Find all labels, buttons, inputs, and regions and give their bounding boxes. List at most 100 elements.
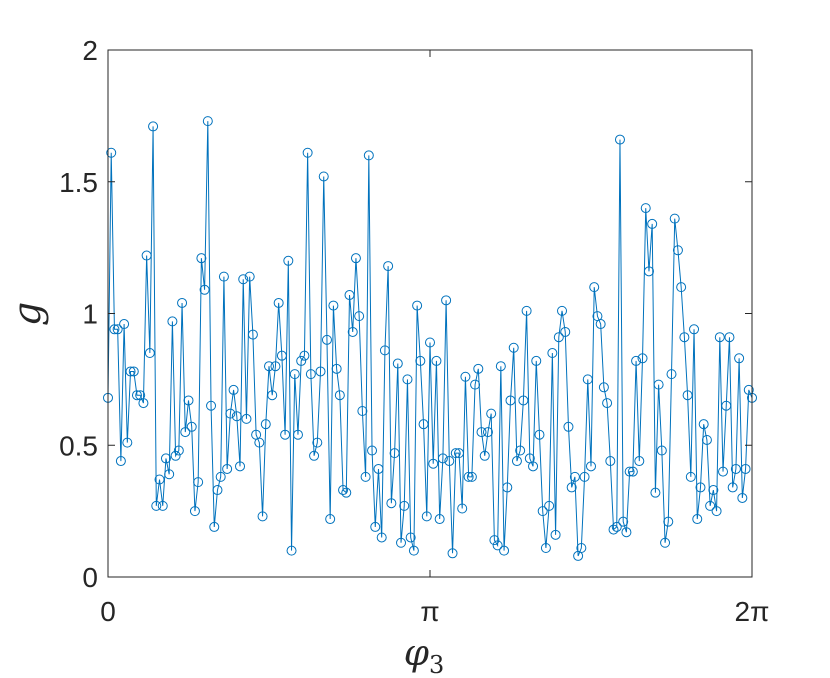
data-point [338,485,349,496]
data-point [199,284,210,295]
data-point [486,408,497,419]
data-point [666,369,677,380]
data-point [334,390,345,401]
data-point [119,319,130,330]
data-point [721,400,732,411]
data-point [495,361,506,372]
data-point [553,332,564,343]
data-point [173,445,184,456]
data-point [515,445,526,456]
data-point [164,469,175,480]
data-point [170,450,181,461]
data-point [547,348,558,359]
data-point [711,506,722,517]
data-point [247,329,258,340]
data-point [238,274,249,285]
data-point [569,471,580,482]
data-point [270,361,281,372]
data-point [502,482,513,493]
data-point [106,147,117,158]
data-point [183,395,194,406]
y-tick-label: 0.5 [59,430,98,461]
data-point [289,369,300,380]
data-point [605,456,616,467]
data-point [299,350,310,361]
data-point [347,326,358,337]
data-point [566,482,577,493]
data-point [148,121,159,132]
data-point [292,429,303,440]
data-point [209,521,220,532]
data-point [627,466,638,477]
data-point [537,506,548,517]
data-point [154,474,165,485]
data-point [643,266,654,277]
data-point [518,395,529,406]
data-point [302,147,313,158]
data-point [653,379,664,390]
data-point [405,532,416,543]
data-point [386,498,397,509]
data-point [315,366,326,377]
data-point [399,500,410,511]
data-point [115,456,126,467]
data-point [151,500,162,511]
data-point [492,540,503,551]
data-point [621,527,632,538]
data-point [112,324,123,335]
data-point [557,305,568,316]
data-point [634,456,645,467]
data-point [453,448,464,459]
data-point [376,532,387,543]
data-point [280,429,291,440]
data-point [447,548,458,559]
data-point [128,366,139,377]
data-point [392,358,403,369]
data-point [692,514,703,525]
data-point [689,324,700,335]
data-point [138,398,149,409]
data-point [611,521,622,532]
data-point [415,355,426,366]
data-point [727,482,738,493]
data-point [312,437,323,448]
data-point [431,355,442,366]
data-point [318,171,329,182]
data-point [624,466,635,477]
y-tick-label: 0 [82,562,98,593]
data-point [321,334,332,345]
data-point [193,477,204,488]
data-point [264,361,274,372]
y-tick-label: 1.5 [59,167,98,198]
data-point [660,537,671,548]
data-point [109,324,120,335]
data-point [618,516,629,527]
data-point [466,471,477,482]
data-point [186,421,197,432]
data-point [589,282,600,293]
data-point [421,511,432,522]
data-point [425,337,435,348]
data-point [672,245,683,256]
data-point [215,471,226,482]
data-point [241,413,252,424]
data-point [309,450,320,461]
data-point [286,545,297,556]
data-point [131,390,142,401]
data-point [473,363,484,374]
data-point [235,461,246,472]
data-point [614,134,625,145]
data-point [676,282,687,293]
data-point [714,332,725,343]
x-tick-label: 0 [100,596,116,627]
data-point [254,437,265,448]
data-point [441,295,452,306]
data-point [640,203,651,214]
data-point [544,500,555,511]
axes-layer: 0 0.5 1 1.5 2 0 π 2π [59,35,769,627]
data-point [367,445,378,456]
data-point [450,448,461,459]
data-point [460,371,471,382]
data-point [476,427,487,438]
data-point [350,253,361,264]
